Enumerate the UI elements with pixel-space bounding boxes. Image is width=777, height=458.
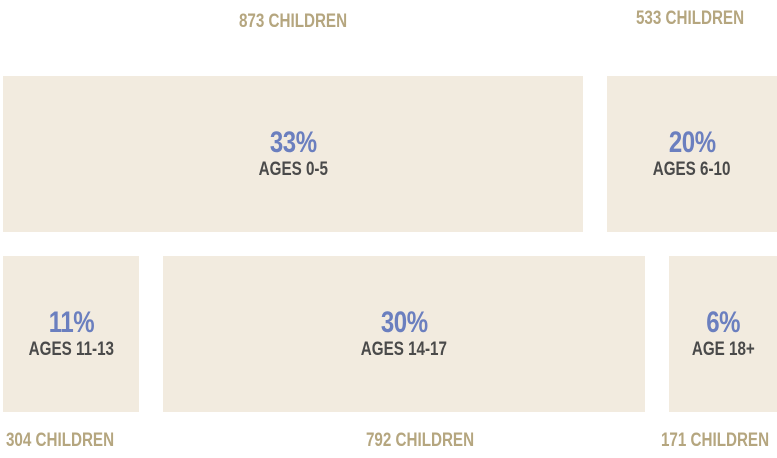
percent: 30%	[380, 306, 428, 339]
percent: 6%	[706, 306, 740, 339]
age-range: AGES 11-13	[28, 339, 114, 360]
age-group-box: 33% AGES 0-5	[3, 76, 583, 232]
children-count: 171 CHILDREN	[660, 430, 770, 451]
age-group-box: 30% AGES 14-17	[163, 256, 645, 412]
age-range: AGES 0-5	[258, 159, 328, 180]
percent: 20%	[668, 126, 716, 159]
children-count: 873 CHILDREN	[238, 11, 348, 32]
age-range: AGES 6-10	[653, 159, 731, 180]
age-group-box: 20% AGES 6-10	[607, 76, 777, 232]
children-count: 304 CHILDREN	[5, 430, 115, 451]
age-group-box: 6% AGE 18+	[669, 256, 777, 412]
children-count: 792 CHILDREN	[365, 430, 475, 451]
children-count: 533 CHILDREN	[635, 8, 745, 29]
age-group-box: 11% AGES 11-13	[3, 256, 139, 412]
percent: 33%	[269, 126, 317, 159]
age-range: AGES 14-17	[360, 339, 448, 360]
age-range: AGE 18+	[691, 339, 755, 360]
percent: 11%	[48, 306, 94, 339]
